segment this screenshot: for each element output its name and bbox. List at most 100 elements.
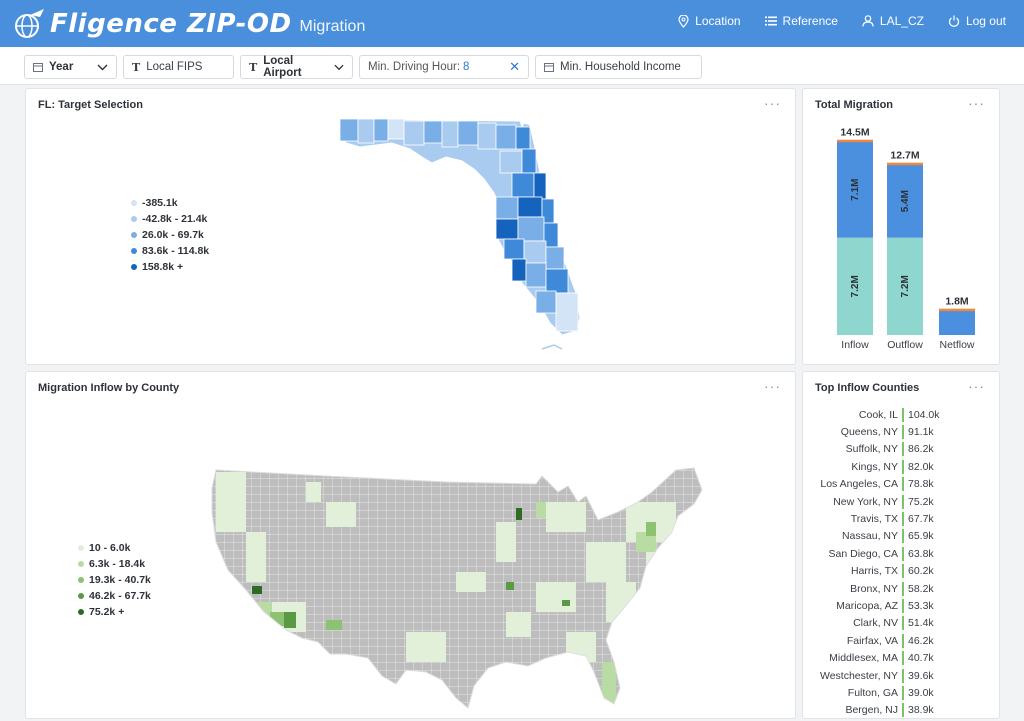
county-bar	[902, 459, 904, 474]
segment-label: 7.1M	[850, 179, 861, 201]
county-name: Maricopa, AZ	[836, 600, 898, 613]
county-value: 40.7k	[908, 652, 934, 665]
power-icon	[948, 15, 959, 27]
county-name: Suffolk, NY	[845, 443, 898, 456]
list-item[interactable]: Westchester, NY 39.6k	[803, 667, 999, 684]
bar-cap	[939, 308, 975, 312]
county-name: Westchester, NY	[819, 669, 898, 682]
county-bar	[902, 703, 904, 718]
legend-label: 46.2k - 67.7k	[89, 590, 151, 602]
county-name: Middlesex, MA	[829, 652, 898, 665]
nav-user[interactable]: LAL_CZ	[862, 14, 924, 28]
driving-hour-field[interactable]: Min. Driving Hour: 8 ✕	[359, 55, 529, 79]
legend-item: -42.8k - 21.4k	[131, 211, 209, 227]
county-bar	[902, 633, 904, 648]
nav-location-label: Location	[695, 14, 741, 28]
list-item[interactable]: Maricopa, AZ 53.3k	[803, 597, 999, 614]
county-bar	[902, 494, 904, 509]
list-item[interactable]: Los Angeles, CA 78.8k	[803, 476, 999, 493]
panel-title: FL: Target Selection	[38, 99, 143, 111]
segment-label: 5.4M	[900, 190, 911, 212]
segment-label: 7.2M	[850, 275, 861, 297]
county-name: Cook, IL	[858, 408, 898, 421]
county-name: Kings, NY	[851, 460, 898, 473]
list-item[interactable]: Suffolk, NY 86.2k	[803, 441, 999, 458]
florida-map[interactable]	[336, 113, 586, 358]
legend-label: 6.3k - 18.4k	[89, 558, 146, 570]
county-bar	[902, 668, 904, 683]
driving-hour-label: Min. Driving Hour:	[368, 61, 461, 73]
county-name: Fairfax, VA	[846, 634, 898, 647]
list-item[interactable]: Fulton, GA 39.0k	[803, 684, 999, 701]
list-item[interactable]: Nassau, NY 65.9k	[803, 528, 999, 545]
more-options-icon[interactable]: ···	[968, 378, 985, 394]
legend-swatch	[131, 216, 137, 222]
bar-segment[interactable]	[887, 237, 923, 335]
legend-item: 26.0k - 69.7k	[131, 227, 209, 243]
local-fips-label: Local FIPS	[146, 61, 203, 73]
list-item[interactable]: Middlesex, MA 40.7k	[803, 650, 999, 667]
nav-reference-label: Reference	[782, 14, 838, 28]
bar-segment[interactable]	[939, 310, 975, 335]
list-item[interactable]: Bronx, NY 58.2k	[803, 580, 999, 597]
bar-segment[interactable]	[837, 237, 873, 335]
county-bar	[902, 546, 904, 561]
nav-logout[interactable]: Log out	[948, 14, 1006, 28]
bar-total-label: 12.7M	[890, 150, 919, 162]
us-county-map[interactable]	[206, 462, 716, 717]
calendar-icon	[544, 63, 554, 72]
county-value: 65.9k	[908, 530, 934, 543]
county-value: 39.0k	[908, 687, 934, 700]
county-bar	[902, 512, 904, 527]
county-value: 78.8k	[908, 478, 934, 491]
panel-title: Migration Inflow by County	[38, 382, 180, 394]
county-value: 82.0k	[908, 460, 934, 473]
legend-item: 75.2k +	[78, 604, 151, 620]
bar-segment[interactable]	[887, 164, 923, 238]
county-value: 46.2k	[908, 634, 934, 647]
list-item[interactable]: Queens, NY 91.1k	[803, 423, 999, 440]
county-bar	[902, 581, 904, 596]
list-item[interactable]: New York, NY 75.2k	[803, 493, 999, 510]
local-airport-label: Local Airport	[263, 55, 302, 79]
more-options-icon[interactable]: ···	[764, 95, 781, 111]
legend-swatch	[131, 232, 137, 238]
category-label: Inflow	[841, 339, 869, 351]
list-item[interactable]: Clark, NV 51.4k	[803, 615, 999, 632]
list-item[interactable]: Fairfax, VA 46.2k	[803, 632, 999, 649]
legend-swatch	[78, 593, 84, 599]
more-options-icon[interactable]: ···	[968, 95, 985, 111]
nav-location[interactable]: Location	[678, 14, 741, 28]
local-airport-select[interactable]: T Local Airport	[240, 55, 353, 79]
county-value: 63.8k	[908, 547, 934, 560]
fl-target-panel: FL: Target Selection ··· -385.1k -42.8k …	[25, 88, 796, 365]
local-fips-input[interactable]: T Local FIPS	[123, 55, 234, 79]
list-item[interactable]: Harris, TX 60.2k	[803, 563, 999, 580]
list-item[interactable]: Bergen, NJ 38.9k	[803, 702, 999, 718]
category-label: Outflow	[887, 339, 923, 351]
year-select[interactable]: Year	[24, 55, 117, 79]
more-options-icon[interactable]: ···	[764, 378, 781, 394]
list-icon	[764, 16, 777, 26]
list-item[interactable]: San Diego, CA 63.8k	[803, 545, 999, 562]
list-item[interactable]: Kings, NY 82.0k	[803, 458, 999, 475]
list-item[interactable]: Travis, TX 67.7k	[803, 510, 999, 527]
bar-segment[interactable]	[837, 141, 873, 238]
brand[interactable]: Fligence ZIP-OD Migration	[10, 6, 365, 42]
list-item[interactable]: Cook, IL 104.0k	[803, 406, 999, 423]
county-value: 51.4k	[908, 617, 934, 630]
top-nav: Location Reference LAL_CZ Log out	[678, 14, 1006, 28]
filters-bar: Year T Local FIPS T Local Airport Min. D…	[0, 47, 1024, 85]
total-migration-panel: Total Migration ··· 7.2M 7.1M 14.5M Inflow 7…	[802, 88, 1000, 365]
nav-reference[interactable]: Reference	[764, 14, 838, 28]
household-income-field[interactable]: Min. Household Income	[535, 55, 702, 79]
top-inflow-panel: Top Inflow Counties ··· Cook, IL 104.0k Qu…	[802, 371, 1000, 719]
county-bar	[902, 407, 904, 422]
panel-title: Total Migration	[815, 99, 894, 111]
clear-icon[interactable]: ✕	[509, 59, 520, 74]
legend-label: -385.1k	[142, 197, 178, 209]
county-name: New York, NY	[833, 495, 898, 508]
globe-plane-icon	[15, 9, 44, 38]
segment-label: 7.2M	[900, 275, 911, 297]
household-income-label: Min. Household Income	[560, 61, 681, 73]
